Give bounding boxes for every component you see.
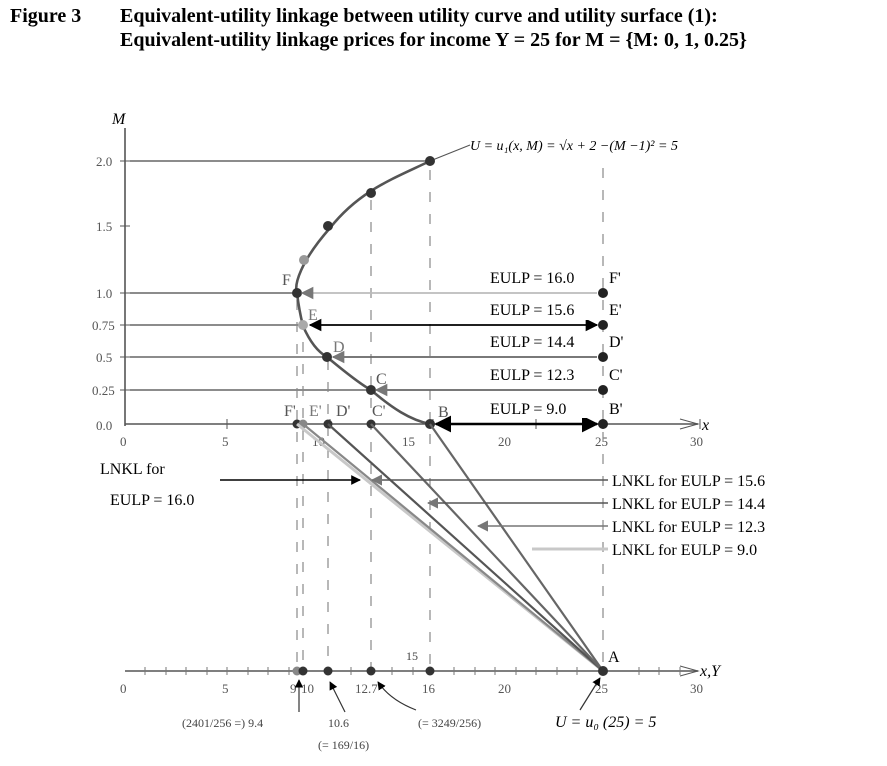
point-top-15 bbox=[323, 221, 333, 231]
m-tick-0: 0.0 bbox=[96, 418, 112, 433]
x-axis-label: x bbox=[701, 417, 709, 434]
curve-leader bbox=[429, 144, 471, 162]
label-c: C bbox=[376, 371, 387, 388]
point-d-prime bbox=[598, 352, 608, 362]
label-f-prime: F' bbox=[609, 270, 621, 287]
eulp-label-14.4: EULP = 14.4 bbox=[490, 334, 574, 351]
label-d-prime-axis: D' bbox=[336, 403, 351, 420]
point-f-prime bbox=[598, 288, 608, 298]
figure-title-text2: Equivalent-utility linkage prices for in… bbox=[120, 29, 747, 51]
label-e-prime-axis: E' bbox=[309, 403, 322, 420]
point-e bbox=[298, 320, 308, 330]
point-top-2 bbox=[425, 156, 435, 166]
eulp-label-15.6: EULP = 15.6 bbox=[490, 302, 574, 319]
lower-point-10 bbox=[298, 666, 308, 676]
xy-tick-10: 10 bbox=[301, 681, 314, 696]
m-guide-lines bbox=[130, 160, 430, 391]
xy-tick-9: 9 bbox=[290, 681, 297, 696]
point-a bbox=[598, 666, 608, 676]
label-d: D bbox=[333, 339, 345, 356]
lnkl-line-15.6 bbox=[302, 423, 604, 672]
label-d-prime: D' bbox=[609, 334, 624, 351]
bottom-15-label: 15 bbox=[406, 649, 418, 663]
x-tick-top-15: 15 bbox=[402, 434, 415, 449]
eulp-arrows bbox=[300, 286, 599, 433]
label-c-prime-axis: C' bbox=[372, 403, 386, 420]
lnkl-lines bbox=[296, 422, 604, 673]
label-e: E bbox=[308, 307, 318, 324]
annotation-3249: (= 3249/256) bbox=[418, 716, 481, 730]
x-tick-top-0: 0 bbox=[120, 434, 127, 449]
label-a: A bbox=[608, 649, 620, 666]
m-tick-2: 2.0 bbox=[96, 154, 112, 169]
m-tick-0.75: 0.75 bbox=[92, 318, 115, 333]
lower-point-12.7 bbox=[366, 666, 376, 676]
m-tick-0.5: 0.5 bbox=[96, 350, 112, 365]
x-tick-top-20: 20 bbox=[498, 434, 511, 449]
xy-tick-12.7: 12.7 bbox=[355, 681, 378, 696]
eulp-label-12.3: EULP = 12.3 bbox=[490, 367, 574, 384]
figure-title: Figure 3 Equivalent-utility linkage betwe… bbox=[10, 4, 747, 52]
label-b-prime: B' bbox=[609, 401, 623, 418]
lnkl-line-9 bbox=[429, 423, 604, 672]
m-tick-0.25: 0.25 bbox=[92, 383, 115, 398]
lnkl-right-15.6: LNKL for EULP = 15.6 bbox=[612, 473, 765, 490]
point-c bbox=[366, 385, 376, 395]
annotation-leaders bbox=[294, 677, 601, 713]
right-points bbox=[598, 288, 608, 429]
point-top-175 bbox=[366, 188, 376, 198]
figure-title-line1: Figure 3 Equivalent-utility linkage betwe… bbox=[10, 4, 747, 28]
x-tick-top-5: 5 bbox=[222, 434, 229, 449]
lnkl-right-12.3: LNKL for EULP = 12.3 bbox=[612, 519, 765, 536]
label-c-prime: C' bbox=[609, 367, 623, 384]
x-tick-top-25: 25 bbox=[595, 434, 608, 449]
point-f bbox=[292, 288, 302, 298]
xy-axis-arrow bbox=[679, 665, 700, 677]
point-b-prime bbox=[598, 419, 608, 429]
lower-points bbox=[292, 666, 608, 676]
lnkl-right-14.4: LNKL for EULP = 14.4 bbox=[612, 496, 765, 513]
lower-point-10.6 bbox=[323, 666, 333, 676]
curve-equation: U = u₁(x, M) = √x + 2 −(M −1)² = 5 bbox=[470, 139, 678, 154]
lnkl-left-line1: LNKL for bbox=[100, 461, 165, 478]
lnkl-line-14.4 bbox=[327, 423, 604, 672]
m-tick-1.5: 1.5 bbox=[96, 219, 112, 234]
eulp-label-9: EULP = 9.0 bbox=[490, 401, 566, 418]
xy-minor-ticks bbox=[144, 667, 681, 675]
point-e-prime bbox=[598, 320, 608, 330]
point-top-125 bbox=[299, 255, 309, 265]
figure-title-text1: Equivalent-utility linkage between utili… bbox=[120, 5, 718, 27]
label-f-prime-axis: F' bbox=[284, 403, 296, 420]
annotation-10.6: 10.6 bbox=[328, 716, 349, 730]
xy-tick-0: 0 bbox=[120, 681, 127, 696]
point-d bbox=[322, 352, 332, 362]
x-axis-arrow bbox=[679, 418, 700, 430]
m-ticks bbox=[120, 160, 130, 391]
lnkl-line-12.3 bbox=[370, 423, 604, 672]
xy-tick-5: 5 bbox=[222, 681, 229, 696]
xy-tick-30: 30 bbox=[690, 681, 703, 696]
m-axis-label: M bbox=[111, 111, 127, 128]
xy-axis-label: x,Y bbox=[699, 663, 722, 680]
lnkl-right-9: LNKL for EULP = 9.0 bbox=[612, 542, 757, 559]
xy-tick-16: 16 bbox=[422, 681, 436, 696]
annotation-u0: U = u₀ (25) = 5 bbox=[555, 714, 656, 731]
vertical-guides bbox=[296, 168, 604, 672]
annotation-9.4: (2401/256 =) 9.4 bbox=[182, 716, 263, 730]
eulp-label-16: EULP = 16.0 bbox=[490, 270, 574, 287]
m-tick-1: 1.0 bbox=[96, 286, 112, 301]
label-b: B bbox=[438, 404, 449, 421]
lower-point-16 bbox=[425, 666, 435, 676]
figure-number: Figure 3 bbox=[10, 5, 82, 27]
point-c-prime bbox=[598, 385, 608, 395]
xy-tick-20: 20 bbox=[498, 681, 511, 696]
lnkl-left-line2: EULP = 16.0 bbox=[110, 492, 194, 509]
annotation-10.6-sub: (= 169/16) bbox=[318, 738, 369, 752]
label-f: F bbox=[282, 272, 291, 289]
x-tick-top-30: 30 bbox=[690, 434, 703, 449]
lnkl-right-arrows bbox=[370, 474, 608, 551]
label-e-prime: E' bbox=[609, 302, 622, 319]
